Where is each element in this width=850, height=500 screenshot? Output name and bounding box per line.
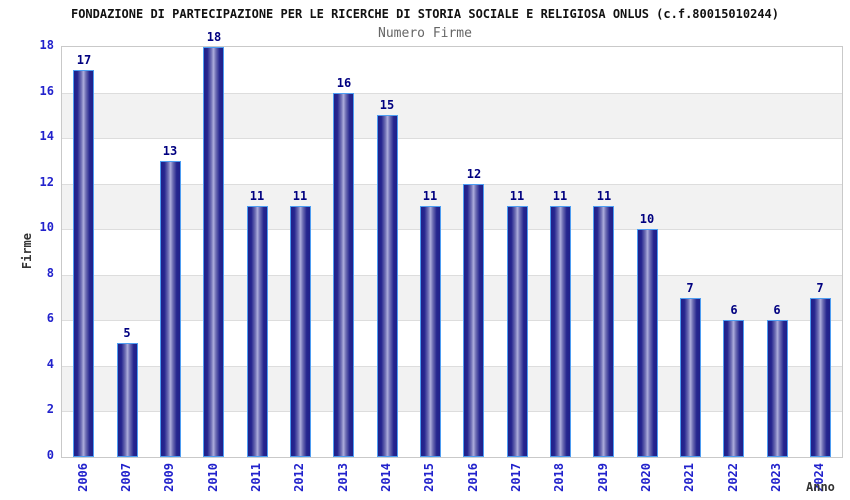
x-axis-title: Anno	[806, 480, 835, 494]
y-tick-label: 14	[39, 129, 54, 143]
bar-value-label: 13	[162, 144, 178, 158]
bar	[723, 320, 744, 457]
x-tick-label: 2012	[292, 463, 306, 492]
x-tick-label: 2007	[119, 463, 133, 492]
bar	[463, 184, 484, 457]
y-tick-label: 4	[46, 357, 54, 371]
plot-band	[62, 365, 842, 412]
y-tick-label: 2	[46, 402, 54, 416]
y-tick-label: 16	[39, 84, 54, 98]
gridline	[62, 93, 842, 94]
bar-value-label: 16	[336, 76, 352, 90]
x-tick-label: 2009	[162, 463, 176, 492]
bar	[117, 343, 138, 457]
x-tick-label: 2015	[422, 463, 436, 492]
bar	[550, 206, 571, 457]
gridline	[62, 275, 842, 276]
plot-band	[62, 183, 842, 230]
bar-value-label: 7	[686, 281, 694, 295]
bar	[290, 206, 311, 457]
bar-value-label: 17	[76, 53, 92, 67]
y-tick-label: 10	[39, 220, 54, 234]
x-tick-label: 2013	[336, 463, 350, 492]
bar	[333, 93, 354, 457]
bar-value-label: 11	[292, 189, 308, 203]
bar-value-label: 5	[123, 326, 131, 340]
bar	[810, 298, 831, 457]
bar	[73, 70, 94, 457]
bar-value-label: 10	[639, 212, 655, 226]
x-tick-label: 2010	[206, 463, 220, 492]
bar-value-label: 6	[773, 303, 781, 317]
x-tick-label: 2014	[379, 463, 393, 492]
chart-title: FONDAZIONE DI PARTECIPAZIONE PER LE RICE…	[70, 7, 779, 21]
y-tick-label: 0	[46, 448, 54, 462]
bar-value-label: 15	[379, 98, 395, 112]
gridline	[62, 366, 842, 367]
bar	[203, 47, 224, 457]
y-tick-label: 6	[46, 311, 54, 325]
y-tick-label: 18	[39, 38, 54, 52]
gridline	[62, 411, 842, 412]
bar	[767, 320, 788, 457]
bar	[377, 115, 398, 457]
x-tick-label: 2018	[552, 463, 566, 492]
bar-value-label: 6	[730, 303, 738, 317]
x-tick-label: 2019	[596, 463, 610, 492]
bar-value-label: 11	[422, 189, 438, 203]
x-tick-label: 2022	[726, 463, 740, 492]
bar-value-label: 18	[206, 30, 222, 44]
bar	[507, 206, 528, 457]
gridline	[62, 229, 842, 230]
bar-value-label: 12	[466, 167, 482, 181]
plot-band	[62, 92, 842, 139]
bar	[420, 206, 441, 457]
bar	[680, 298, 701, 457]
gridline	[62, 184, 842, 185]
bar	[593, 206, 614, 457]
gridline	[62, 320, 842, 321]
y-tick-label: 12	[39, 175, 54, 189]
bar-value-label: 7	[816, 281, 824, 295]
gridline	[62, 138, 842, 139]
chart-subtitle: Numero Firme	[378, 26, 472, 41]
x-tick-label: 2017	[509, 463, 523, 492]
bar-value-label: 11	[509, 189, 525, 203]
bar	[637, 229, 658, 457]
plot-band	[62, 274, 842, 321]
x-tick-label: 2016	[466, 463, 480, 492]
bar	[247, 206, 268, 457]
y-tick-label: 8	[46, 266, 54, 280]
plot-area: 17 5 13 18 11 11 16 15 11 12 11 11 11 10 7 6 6 7	[61, 30, 843, 458]
bar	[160, 161, 181, 457]
x-tick-label: 2023	[769, 463, 783, 492]
x-tick-label: 2021	[682, 463, 696, 492]
x-tick-label: 2011	[249, 463, 263, 492]
bar-value-label: 11	[596, 189, 612, 203]
bar-value-label: 11	[552, 189, 568, 203]
x-tick-label: 2006	[76, 463, 90, 492]
y-axis-title: Firme	[20, 233, 34, 270]
bar-value-label: 11	[249, 189, 265, 203]
x-tick-label: 2020	[639, 463, 653, 492]
